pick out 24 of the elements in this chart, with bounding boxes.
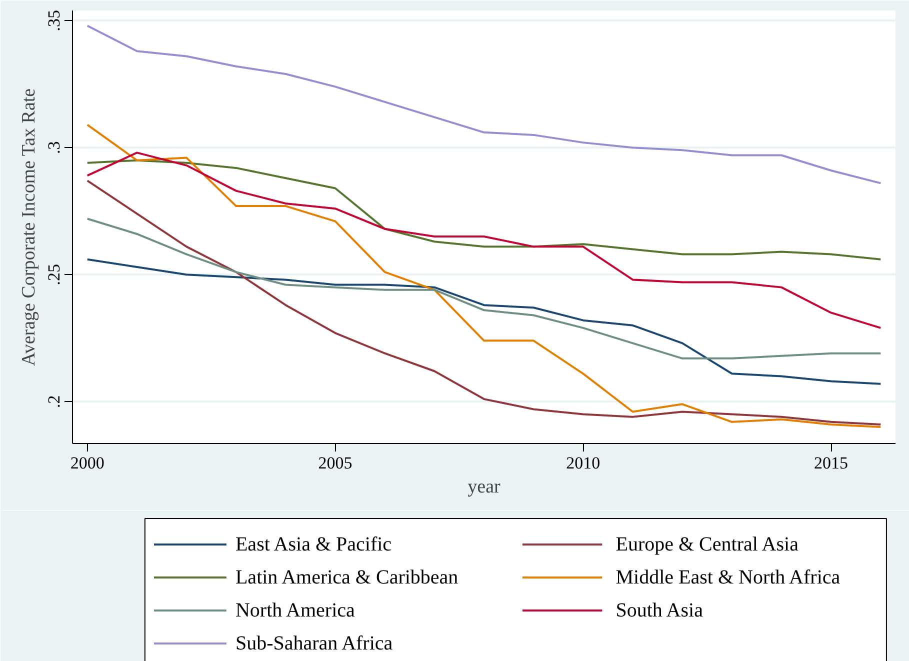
- line-series: [86, 258, 882, 385]
- x-axis-title: year: [468, 476, 502, 498]
- legend-label: North America: [235, 600, 355, 622]
- x-tick-label: 2015: [814, 454, 848, 472]
- legend-label: Middle East & North Africa: [616, 566, 840, 588]
- line-series: [86, 180, 882, 426]
- x-tick-label: 2005: [318, 454, 352, 472]
- legend-label: Europe & Central Asia: [616, 534, 799, 556]
- y-tick-label: .2: [44, 395, 64, 408]
- y-tick-label: .3: [44, 141, 64, 154]
- legend-label: South Asia: [616, 600, 704, 622]
- line-series: [86, 159, 882, 260]
- legend-label: Sub-Saharan Africa: [235, 632, 393, 654]
- y-tick-label: .35: [44, 10, 64, 32]
- x-tick-label: 2010: [566, 454, 600, 472]
- line-series: [86, 218, 882, 360]
- legend-label: East Asia & Pacific: [235, 534, 392, 556]
- x-tick-label: 2000: [70, 454, 104, 472]
- y-axis-title: Average Corporate Income Tax Rate: [18, 88, 40, 366]
- y-tick-label: .25: [44, 264, 64, 286]
- line-series: [86, 24, 882, 184]
- line-series: [86, 124, 882, 428]
- legend-label: Latin America & Caribbean: [235, 566, 458, 588]
- line-series: [86, 152, 882, 329]
